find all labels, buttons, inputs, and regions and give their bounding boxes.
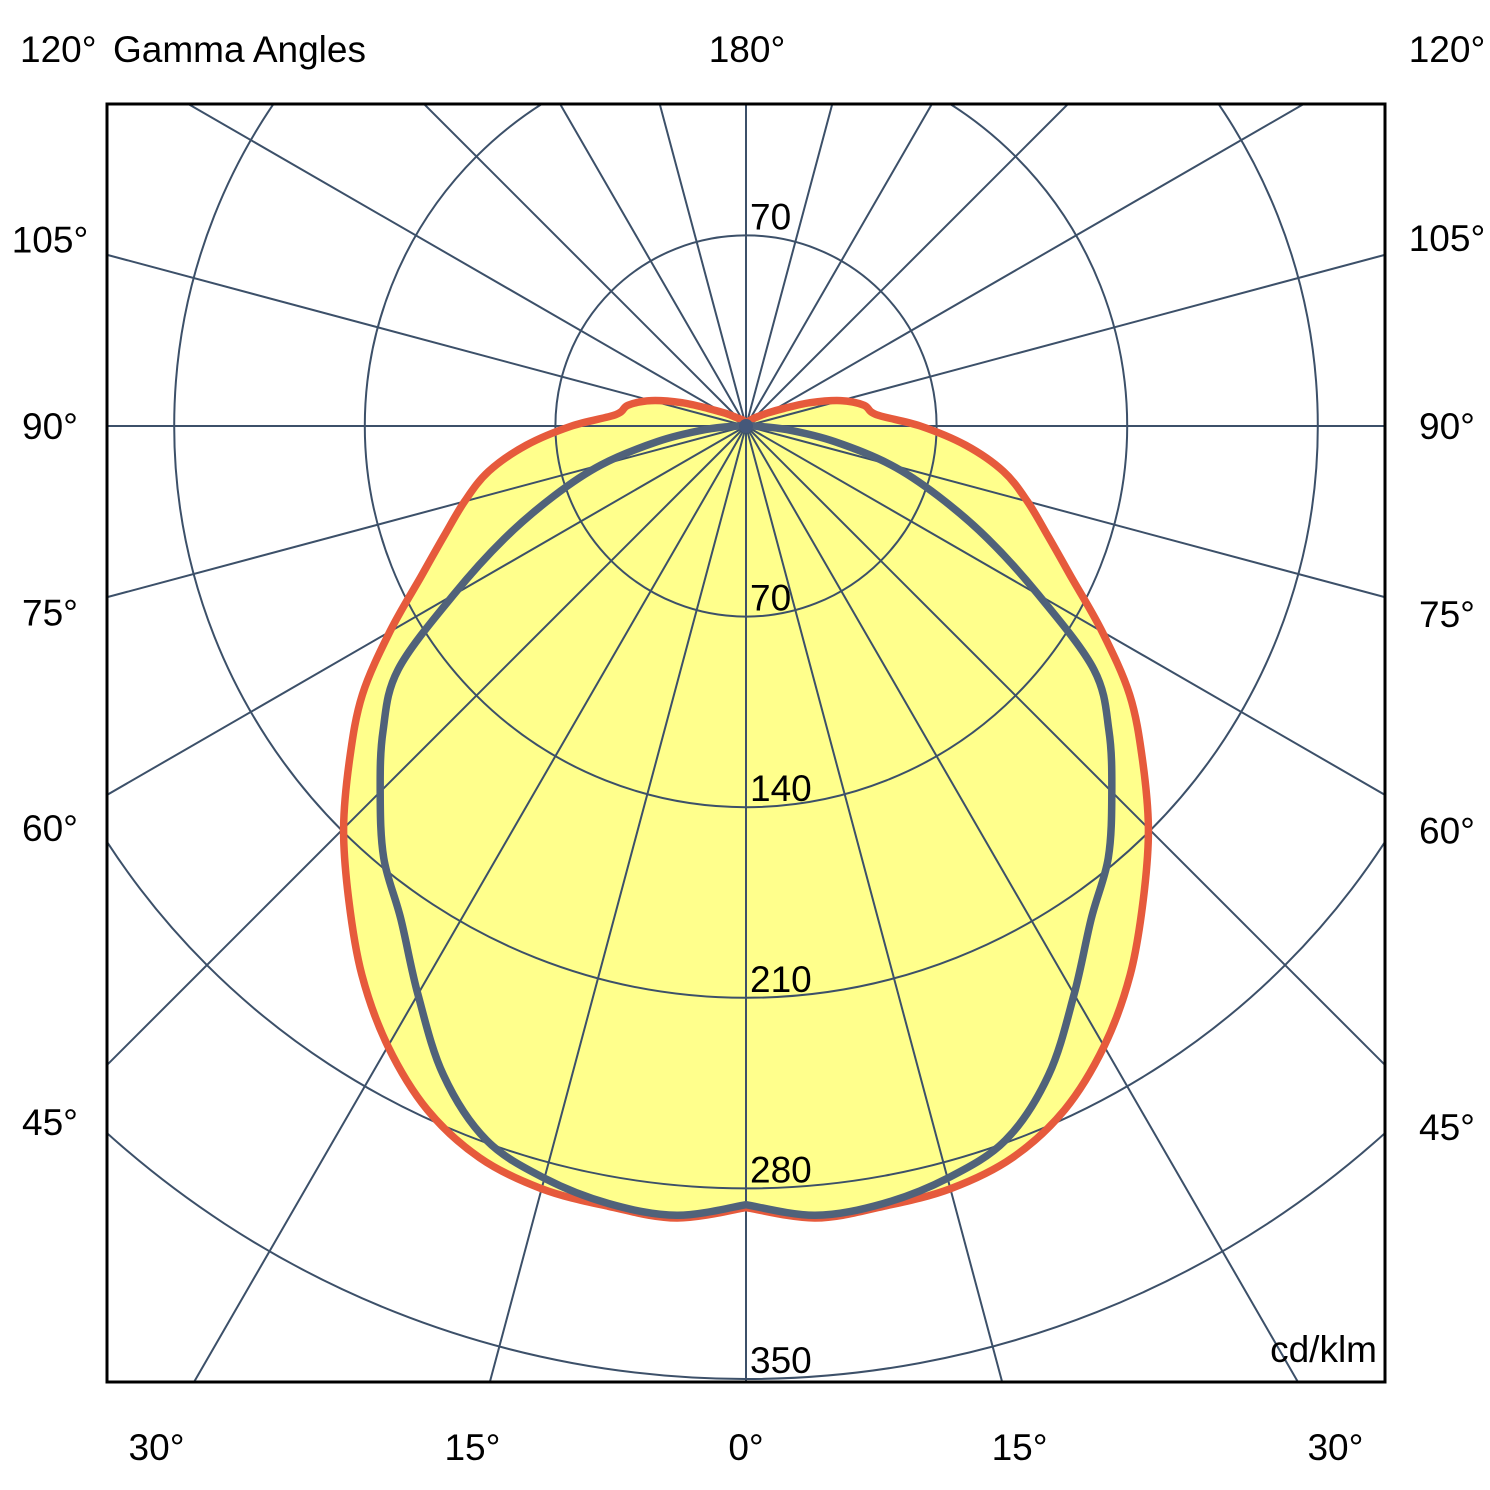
ray-195 — [658, 104, 747, 427]
bottom-angle-label-l-0: 0° — [728, 1427, 763, 1468]
angle-labels: 105° 105° 90° 90° 75° 75° 60° 60° 45° 45° 30° 15° 0°… — [12, 218, 1486, 1468]
ring-label-280: 280 — [750, 1149, 812, 1190]
side-angle-label-right-90: 90° — [1419, 406, 1475, 447]
ray-75 — [745, 425, 1385, 599]
ray-165 — [745, 104, 834, 427]
side-angle-label-left-75: 75° — [22, 592, 78, 633]
ray-255 — [107, 253, 747, 427]
ray-120 — [745, 104, 1306, 427]
pole-marker — [739, 419, 753, 433]
side-angle-label-right-105: 105° — [1409, 218, 1486, 259]
units-label: cd/klm — [1270, 1329, 1377, 1370]
ring-label-210: 210 — [750, 959, 812, 1000]
ring-value-labels: 70 140 210 280 350 70 — [750, 196, 812, 1381]
corner-angle-label-left: 120° — [20, 29, 97, 70]
ray-345 — [488, 425, 747, 1382]
chart-title: Gamma Angles — [113, 29, 366, 70]
ray-30 — [745, 425, 1300, 1382]
ray-315 — [107, 425, 747, 1067]
ring-label-350: 350 — [750, 1340, 812, 1381]
ray-225 — [422, 104, 747, 427]
ring-label-70: 70 — [750, 578, 791, 619]
side-angle-label-left-45: 45° — [22, 1102, 78, 1143]
bottom-angle-label-r-15: 15° — [992, 1427, 1048, 1468]
ray-105 — [745, 253, 1385, 427]
plot-border — [105, 102, 1387, 1384]
corner-angle-label-right: 120° — [1408, 29, 1486, 70]
top-angle-label: 180° — [708, 29, 786, 70]
ring-label-upper-70: 70 — [750, 196, 791, 237]
ray-150 — [745, 104, 934, 427]
side-angle-label-left-105: 105° — [12, 220, 89, 261]
side-angle-label-right-45: 45° — [1419, 1107, 1475, 1148]
ray-285 — [107, 425, 747, 599]
ray-135 — [745, 104, 1070, 427]
bottom-angle-label-l-15: 15° — [444, 1427, 500, 1468]
ray-330 — [192, 425, 747, 1382]
bottom-angle-label-l-30: 30° — [129, 1427, 185, 1468]
side-angle-label-right-75: 75° — [1419, 594, 1475, 635]
side-angle-label-left-90: 90° — [22, 406, 78, 447]
ray-210 — [558, 104, 747, 427]
ray-15 — [745, 425, 1004, 1382]
ring-label-140: 140 — [750, 768, 812, 809]
bottom-angle-label-r-30: 30° — [1307, 1427, 1363, 1468]
ray-240 — [186, 104, 747, 427]
ray-45 — [745, 425, 1385, 1067]
side-angle-label-right-60: 60° — [1419, 811, 1475, 852]
ray-300 — [107, 425, 747, 797]
ray-60 — [745, 425, 1385, 797]
side-angle-label-left-60: 60° — [22, 808, 78, 849]
